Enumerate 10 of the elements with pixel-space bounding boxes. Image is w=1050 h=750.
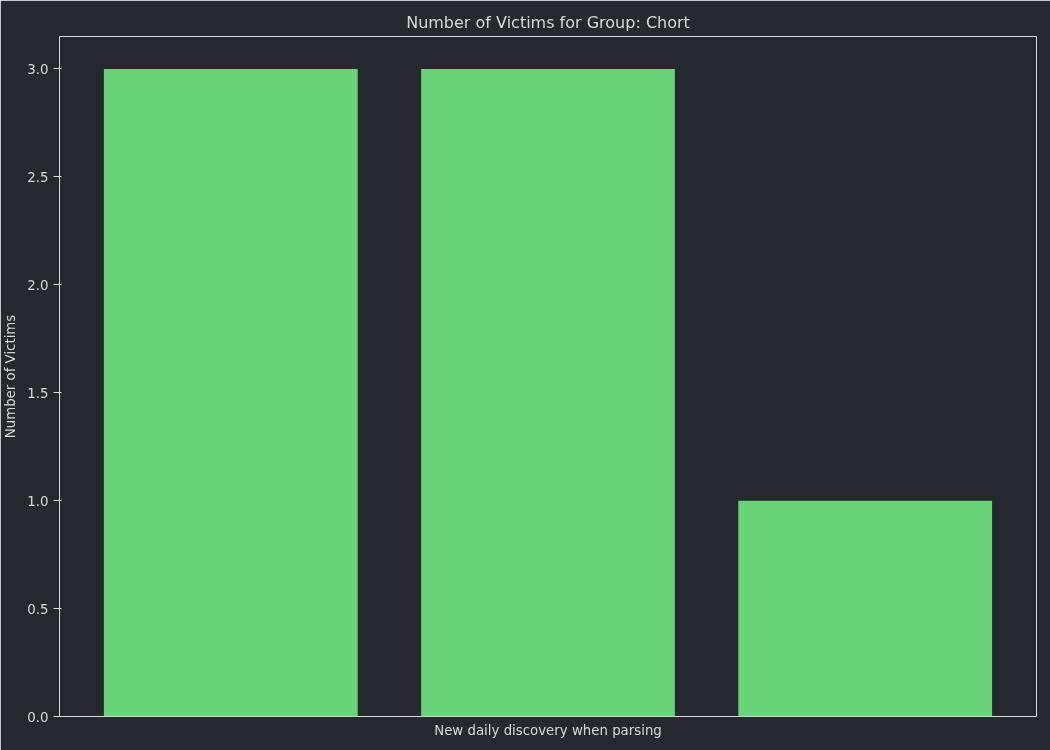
y-tick-label: 2.0 <box>27 277 49 293</box>
y-tick-label: 1.0 <box>27 493 49 509</box>
y-tick-label: 1.5 <box>27 385 49 401</box>
y-tick-label: 2.5 <box>27 169 49 185</box>
y-axis-title: Number of Victims <box>3 314 19 439</box>
y-tick-label: 3.0 <box>27 61 49 77</box>
y-tick-label: 0.5 <box>27 601 49 617</box>
x-axis-title: New daily discovery when parsing <box>434 722 662 738</box>
y-tick-label: 0.0 <box>27 709 49 725</box>
chart-title: Number of Victims for Group: Chort <box>406 12 690 32</box>
